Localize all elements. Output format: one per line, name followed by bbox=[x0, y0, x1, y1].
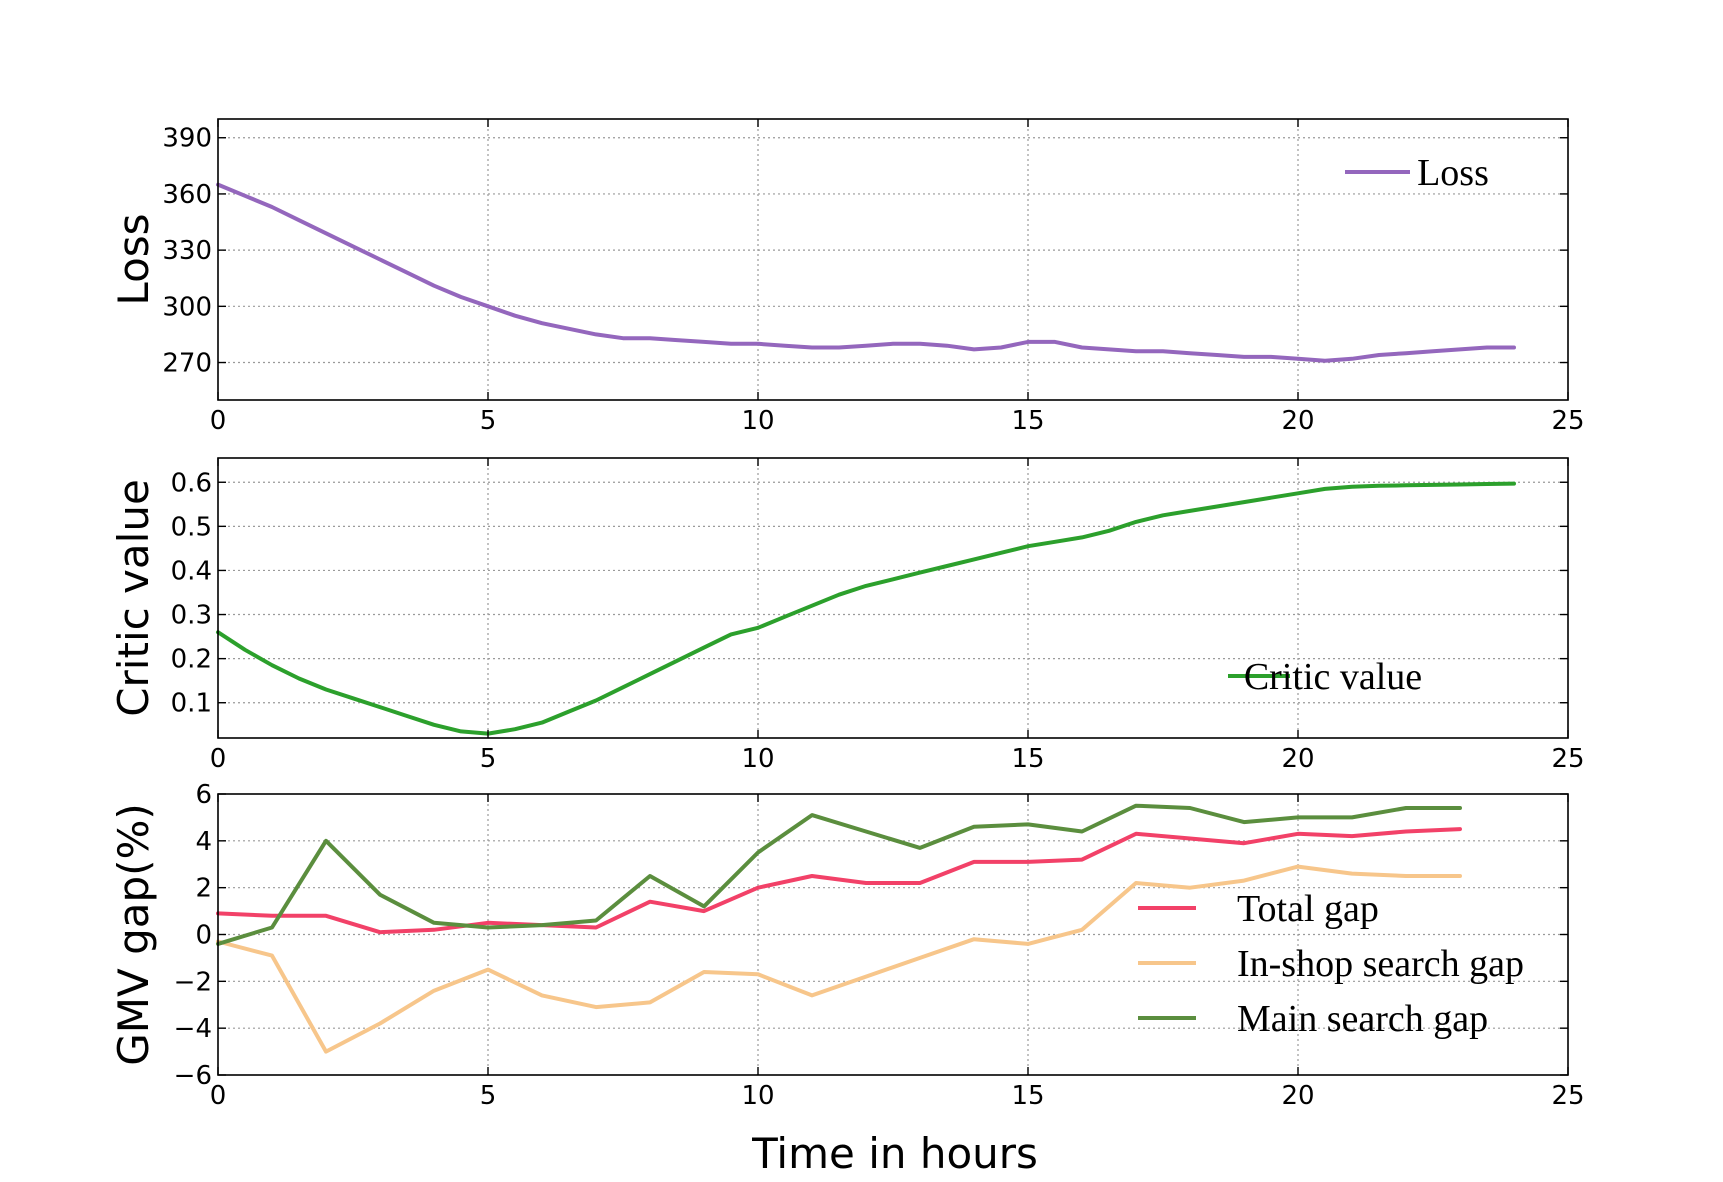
y-tick-label: 0.2 bbox=[171, 645, 212, 675]
y-tick-label: 0 bbox=[195, 921, 212, 951]
x-tick-label: 20 bbox=[1281, 1081, 1314, 1111]
y-tick-label: 4 bbox=[195, 827, 212, 857]
legend-label: Critic value bbox=[1244, 656, 1422, 698]
y-axis-label: Critic value bbox=[109, 479, 158, 717]
y-tick-label: 6 bbox=[195, 780, 212, 810]
plot-frame bbox=[217, 457, 1569, 739]
x-tick-label: 5 bbox=[480, 744, 497, 774]
x-tick-label: 15 bbox=[1011, 744, 1044, 774]
y-tick-label: −6 bbox=[174, 1061, 212, 1091]
x-tick-label: 5 bbox=[480, 406, 497, 436]
loss-line bbox=[216, 182, 1516, 363]
y-tick-label: 0.3 bbox=[171, 601, 212, 631]
critic-value-line bbox=[216, 481, 1516, 736]
y-tick-label: 360 bbox=[162, 180, 212, 210]
x-tick-label: 0 bbox=[210, 744, 227, 774]
x-tick-label: 25 bbox=[1551, 1081, 1584, 1111]
main-search-gap-line bbox=[216, 803, 1462, 946]
y-tick-label: 330 bbox=[162, 236, 212, 266]
y-tick-label: −2 bbox=[174, 967, 212, 997]
x-tick-label: 10 bbox=[741, 1081, 774, 1111]
y-tick-label: 270 bbox=[162, 349, 212, 379]
x-tick-label: 10 bbox=[741, 406, 774, 436]
x-tick-label: 20 bbox=[1281, 406, 1314, 436]
y-tick-label: 0.5 bbox=[171, 512, 212, 542]
x-tick-label: 25 bbox=[1551, 406, 1584, 436]
y-axis-label: GMV gap(%) bbox=[109, 803, 158, 1066]
y-tick-label: 300 bbox=[162, 292, 212, 322]
total-gap-line bbox=[216, 827, 1462, 935]
y-tick-label: 0.1 bbox=[171, 689, 212, 719]
in-shop-search-gap-line bbox=[216, 864, 1462, 1054]
legend-label: In-shop search gap bbox=[1237, 943, 1524, 985]
x-tick-label: 20 bbox=[1281, 744, 1314, 774]
x-tick-label: 10 bbox=[741, 744, 774, 774]
x-tick-label: 0 bbox=[210, 406, 227, 436]
legend-label: Total gap bbox=[1237, 888, 1379, 930]
y-tick-label: 390 bbox=[162, 124, 212, 154]
y-axis-label: Loss bbox=[109, 213, 158, 305]
x-tick-label: 25 bbox=[1551, 744, 1584, 774]
x-tick-label: 0 bbox=[210, 1081, 227, 1111]
legend-label: Main search gap bbox=[1237, 998, 1488, 1040]
y-tick-label: −4 bbox=[174, 1014, 212, 1044]
x-tick-label: 15 bbox=[1011, 406, 1044, 436]
legend-label: Loss bbox=[1417, 152, 1489, 194]
y-tick-label: 2 bbox=[195, 874, 212, 904]
x-tick-label: 15 bbox=[1011, 1081, 1044, 1111]
plot-frame bbox=[217, 118, 1569, 401]
x-tick-label: 5 bbox=[480, 1081, 497, 1111]
y-tick-label: 0.6 bbox=[171, 468, 212, 498]
loss-panel: 0 5 10 15 20 25 270 300 330 360 390 Loss Loss bbox=[109, 118, 1585, 436]
y-tick-label: 0.4 bbox=[171, 556, 212, 586]
critic-value-panel: 0 5 10 15 20 25 0.1 0.2 0.3 0.4 0.5 0.6 Critic value… bbox=[109, 457, 1585, 774]
gmv-gap-panel: 0 5 10 15 20 25 −6 −4 −2 0 2 4 6 GMV gap(%) Total gap I… bbox=[109, 780, 1585, 1111]
x-axis-label: Time in hours bbox=[751, 1129, 1038, 1178]
